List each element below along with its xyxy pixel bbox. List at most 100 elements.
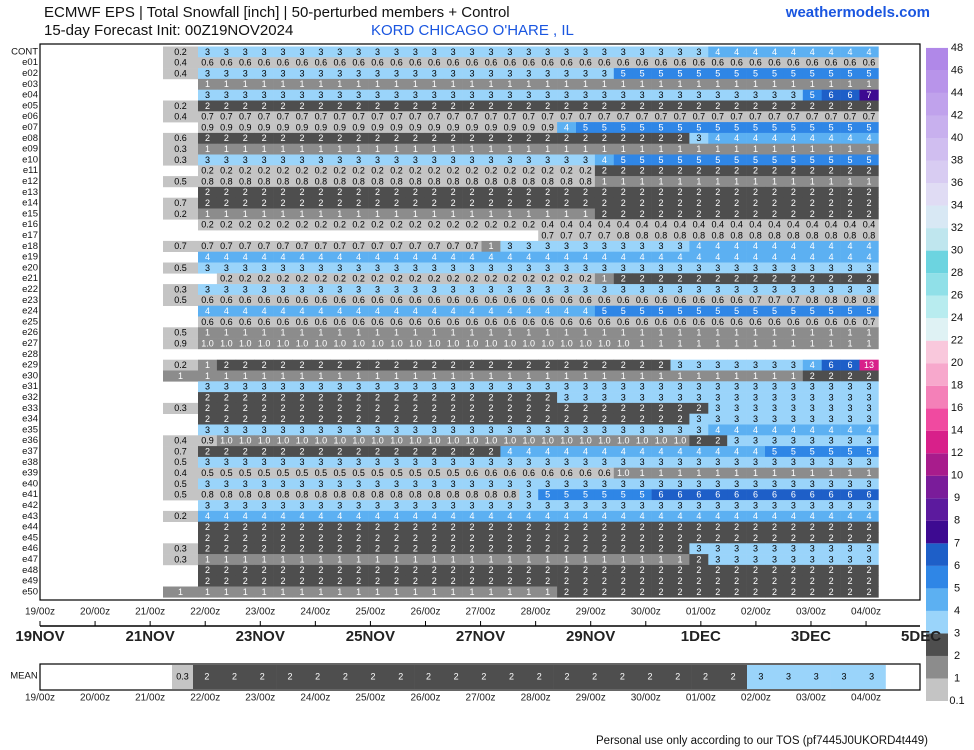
cell: [689, 489, 709, 501]
member-label: e13: [22, 187, 38, 198]
cell-label: 0.4: [825, 220, 838, 230]
cell: [689, 57, 709, 69]
cell-label: 2: [262, 198, 267, 208]
cell-label: 1: [375, 209, 380, 219]
cell-label: 1.0: [277, 436, 290, 446]
cell-label: 4: [356, 306, 361, 316]
cell: [859, 122, 879, 134]
cell-label: 0.6: [598, 295, 611, 305]
cell-label: 2: [677, 414, 682, 424]
cell: [840, 122, 860, 134]
cell-label: 0.2: [560, 166, 573, 176]
cell: [198, 316, 218, 328]
cell-label: 1: [281, 209, 286, 219]
cell: [802, 186, 822, 198]
cell: [859, 478, 879, 490]
cell-label: 3: [866, 392, 871, 402]
cell-label: 4: [848, 252, 853, 262]
cell-label: 5: [772, 68, 777, 78]
cell: [349, 327, 369, 339]
cell: [746, 532, 766, 544]
cell: [727, 57, 747, 69]
mean-cell-label: 2: [287, 671, 292, 681]
cell-label: 4: [715, 446, 720, 456]
cell-label: 0.2: [220, 274, 233, 284]
cell: [859, 305, 879, 317]
cell: [198, 100, 218, 112]
cell-label: 5: [621, 306, 626, 316]
cell-label: 3: [829, 457, 834, 467]
cell-label: 2: [621, 414, 626, 424]
cell: [387, 186, 407, 198]
colorbar-band: [926, 453, 948, 476]
cell-label: 2: [318, 392, 323, 402]
cell-label: 4: [507, 306, 512, 316]
cell: [576, 111, 596, 123]
cell-label: 1: [545, 328, 550, 338]
cell: [594, 89, 615, 101]
cell-label: 2: [337, 187, 342, 197]
cell: [349, 478, 369, 490]
cell-label: 0.6: [409, 58, 422, 68]
cell-label: 3: [470, 457, 475, 467]
cell: [821, 305, 841, 317]
cell: [387, 402, 407, 414]
cell: [216, 510, 237, 522]
cell-label: 2: [375, 414, 380, 424]
colorbar-label: 26: [951, 290, 963, 302]
cell-label: 0.2: [220, 220, 233, 230]
cell: [670, 305, 690, 317]
cell: [765, 111, 785, 123]
cell: [840, 478, 860, 490]
cell: [576, 89, 596, 101]
cell: [859, 294, 879, 306]
cell-label: 3: [262, 47, 267, 57]
cell-label: 2: [753, 187, 758, 197]
cell-label: 6: [659, 490, 664, 500]
cell: [481, 359, 501, 371]
cell: [765, 186, 785, 198]
cell: [349, 435, 369, 447]
cell: [557, 89, 577, 101]
cell-label: 2: [848, 101, 853, 111]
cell: [462, 251, 482, 263]
cell-label: 2: [715, 436, 720, 446]
cell-label: 2: [432, 414, 437, 424]
cell-label: 3: [791, 360, 796, 370]
cell-label: 0.7: [466, 112, 479, 122]
cell: [519, 381, 539, 393]
cell-label: 2: [413, 360, 418, 370]
cell: [424, 402, 444, 414]
cell-label: 3: [432, 155, 437, 165]
cell-label: 3: [413, 382, 418, 392]
cell-label: 0.8: [560, 176, 573, 186]
cell-label: 3: [734, 382, 739, 392]
member-label: e21: [22, 273, 38, 284]
cell: [311, 273, 331, 285]
cell: [613, 46, 633, 58]
cell-label: 2: [262, 533, 267, 543]
cell: [708, 219, 728, 231]
cell-label: 3: [281, 68, 286, 78]
cell: [765, 68, 785, 80]
member-label: e20: [22, 262, 38, 273]
cell-label: 0.7: [711, 112, 724, 122]
colorbar-band: [926, 115, 948, 138]
cell-label: 0.6: [504, 58, 517, 68]
cell-label: 0.6: [522, 468, 535, 478]
cell-label: 3: [413, 155, 418, 165]
cell-label: 4: [848, 241, 853, 251]
cell: [424, 446, 444, 458]
colorbar-label: 34: [951, 199, 963, 211]
cell: [349, 392, 369, 404]
cell: [292, 446, 312, 458]
cell-label: 7: [866, 90, 871, 100]
cell: [746, 57, 766, 69]
cell: [821, 132, 841, 144]
cell-label: 2: [753, 522, 758, 532]
cell: [670, 143, 690, 155]
cell: [273, 132, 293, 144]
cell-label: 1: [375, 554, 380, 564]
cell-label: 2: [507, 198, 512, 208]
cell: [481, 273, 501, 285]
